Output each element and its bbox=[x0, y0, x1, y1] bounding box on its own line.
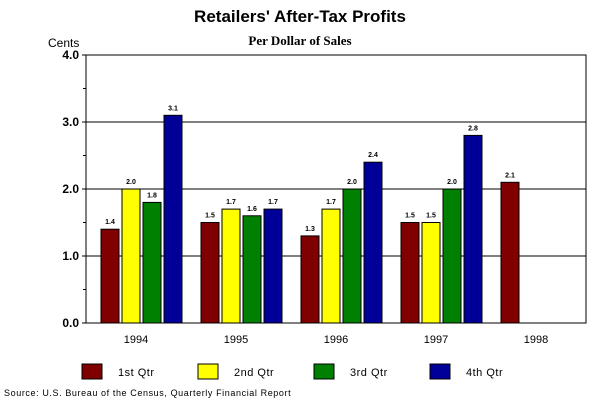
data-label: 2.1 bbox=[505, 172, 515, 179]
y-tick-label: 4.0 bbox=[62, 48, 79, 62]
x-tick-label: 1995 bbox=[224, 334, 248, 346]
data-label: 1.5 bbox=[426, 213, 436, 220]
axes: 0.0 1.0 2.0 3.0 4.0 1994 1995 1996 1997 1998 bbox=[62, 48, 548, 346]
source-note: Source: U.S. Bureau of the Census, Quart… bbox=[4, 388, 291, 398]
bars bbox=[100, 114, 520, 324]
y-tick-label: 2.0 bbox=[62, 182, 79, 196]
x-tick-label: 1998 bbox=[524, 334, 548, 346]
bar-1st-qtr-1995 bbox=[200, 222, 220, 324]
bar-1st-qtr-1998 bbox=[500, 181, 520, 324]
y-tick-label: 0.0 bbox=[62, 316, 79, 330]
x-tick-label: 1997 bbox=[424, 334, 448, 346]
data-label: 1.7 bbox=[326, 199, 336, 206]
y-tick-label: 3.0 bbox=[62, 115, 79, 129]
y-axis-label: Cents bbox=[48, 36, 79, 50]
legend-swatch-3rd-qtr bbox=[313, 363, 335, 380]
legend-swatch-2nd-qtr bbox=[197, 363, 219, 380]
data-label: 1.5 bbox=[205, 213, 215, 220]
chart-subtitle: Per Dollar of Sales bbox=[248, 33, 351, 48]
data-label: 1.5 bbox=[405, 213, 415, 220]
data-label: 2.0 bbox=[126, 179, 136, 186]
bar-4th-qtr-1994 bbox=[163, 114, 183, 324]
legend-swatch-4th-qtr bbox=[429, 363, 451, 380]
bar-2nd-qtr-1995 bbox=[221, 208, 241, 324]
bar-2nd-qtr-1997 bbox=[421, 222, 441, 324]
bar-2nd-qtr-1994 bbox=[121, 188, 141, 324]
legend-label: 2nd Qtr bbox=[234, 367, 274, 379]
bar-2nd-qtr-1996 bbox=[321, 208, 341, 324]
data-labels: 1.4 2.0 1.8 3.1 1.5 1.7 1.6 1.7 1.3 1.7 2.0 2.4 1.5 1… bbox=[105, 105, 515, 233]
data-label: 2.4 bbox=[368, 152, 378, 159]
bar-1st-qtr-1997 bbox=[400, 222, 420, 324]
data-label: 1.8 bbox=[147, 192, 157, 199]
data-label: 1.3 bbox=[305, 226, 315, 233]
bar-3rd-qtr-1997 bbox=[442, 188, 462, 324]
bar-3rd-qtr-1995 bbox=[242, 215, 262, 324]
bar-3rd-qtr-1996 bbox=[342, 188, 362, 324]
data-label: 2.0 bbox=[347, 179, 357, 186]
data-label: 1.7 bbox=[268, 199, 278, 206]
bar-3rd-qtr-1994 bbox=[142, 201, 162, 324]
data-label: 1.7 bbox=[226, 199, 236, 206]
data-label: 2.8 bbox=[468, 125, 478, 132]
data-label: 1.4 bbox=[105, 219, 115, 226]
bar-4th-qtr-1996 bbox=[363, 161, 383, 324]
bar-4th-qtr-1995 bbox=[263, 208, 283, 324]
legend-swatch-1st-qtr bbox=[81, 363, 103, 380]
legend-label: 1st Qtr bbox=[118, 367, 155, 379]
x-tick-label: 1994 bbox=[124, 334, 148, 346]
bar-4th-qtr-1997 bbox=[463, 134, 483, 324]
bar-1st-qtr-1994 bbox=[100, 228, 120, 324]
chart-title: Retailers' After-Tax Profits bbox=[194, 7, 406, 26]
x-tick-label: 1996 bbox=[324, 334, 348, 346]
data-label: 3.1 bbox=[168, 105, 178, 112]
legend-label: 4th Qtr bbox=[466, 367, 503, 379]
legend: 1st Qtr 2nd Qtr 3rd Qtr 4th Qtr bbox=[81, 363, 503, 380]
data-label: 2.0 bbox=[447, 179, 457, 186]
y-tick-label: 1.0 bbox=[62, 249, 79, 263]
legend-label: 3rd Qtr bbox=[350, 367, 388, 379]
bar-1st-qtr-1996 bbox=[300, 235, 320, 324]
data-label: 1.6 bbox=[247, 206, 257, 213]
